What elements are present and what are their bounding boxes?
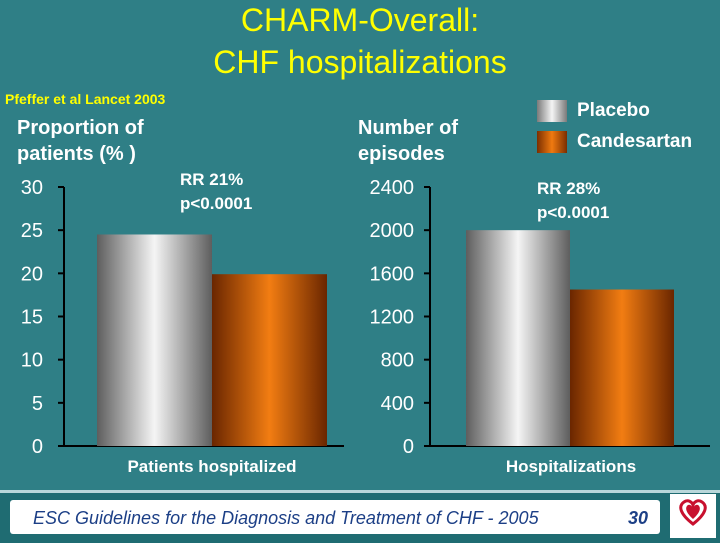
left-chart-ylabel-line1: Proportion of — [17, 117, 144, 139]
left-chart-tick-label: 5 — [32, 393, 43, 415]
left-chart-bar-candesartan — [212, 274, 327, 446]
heart-icon — [679, 499, 707, 526]
right-chart-tick-label: 800 — [381, 350, 414, 372]
right-chart-bar-candesartan — [570, 289, 674, 446]
right-chart-ylabel-line1: Number of — [358, 117, 458, 139]
esc-logo — [670, 494, 716, 538]
charts-canvas: 0 5 10 15 20 25 30 Patients hospitalized RR 21% p… — [21, 170, 710, 476]
left-chart-xlabel: Patients hospitalized — [127, 457, 296, 476]
page-number: 30 — [628, 508, 649, 528]
right-chart-tick-label: 1200 — [370, 307, 415, 329]
left-chart-tick-label: 15 — [21, 307, 43, 329]
right-chart-annotation-rr: RR 28% — [537, 179, 600, 198]
citation: Pfeffer et al Lancet 2003 — [5, 91, 166, 107]
legend-label-candesartan: Candesartan — [577, 131, 693, 152]
right-chart-annotation-p: p<0.0001 — [537, 203, 609, 222]
left-chart-annotation-rr: RR 21% — [180, 170, 243, 189]
slide-title-line2: CHF hospitalizations — [213, 44, 507, 80]
footer-text: ESC Guidelines for the Diagnosis and Tre… — [33, 508, 539, 528]
left-chart-tick-label: 10 — [21, 350, 43, 372]
right-chart-tick-label: 2000 — [370, 220, 415, 242]
left-chart-ylabel-line2: patients (% ) — [17, 143, 136, 165]
left-chart-bar-placebo — [97, 234, 212, 446]
left-chart-ylabel: Proportion of patients (% ) — [17, 115, 144, 167]
legend-swatch-candesartan — [537, 131, 567, 153]
left-chart-tick-label: 25 — [21, 220, 43, 242]
legend-item-placebo: Placebo — [537, 100, 650, 122]
left-chart-tick-label: 20 — [21, 263, 43, 285]
right-chart-tick-label: 400 — [381, 393, 414, 415]
right-chart-bar-placebo — [466, 230, 570, 446]
footer-box — [10, 500, 660, 534]
left-chart-annotation-p: p<0.0001 — [180, 194, 252, 213]
right-chart-tick-label: 1600 — [370, 263, 415, 285]
slide-title-line1: CHARM-Overall: — [240, 2, 480, 38]
legend-item-candesartan: Candesartan — [537, 131, 692, 153]
legend-label-placebo: Placebo — [577, 100, 650, 121]
left-chart-tick-label: 30 — [21, 177, 43, 199]
legend-swatch-placebo — [537, 100, 567, 122]
right-chart-ylabel: Number of episodes — [358, 115, 458, 167]
right-chart-tick-label: 2400 — [370, 177, 415, 199]
right-chart-ylabel-line2: episodes — [358, 143, 445, 165]
right-chart-tick-label: 0 — [403, 436, 414, 458]
right-chart-xlabel: Hospitalizations — [506, 457, 636, 476]
left-chart-tick-label: 0 — [32, 436, 43, 458]
